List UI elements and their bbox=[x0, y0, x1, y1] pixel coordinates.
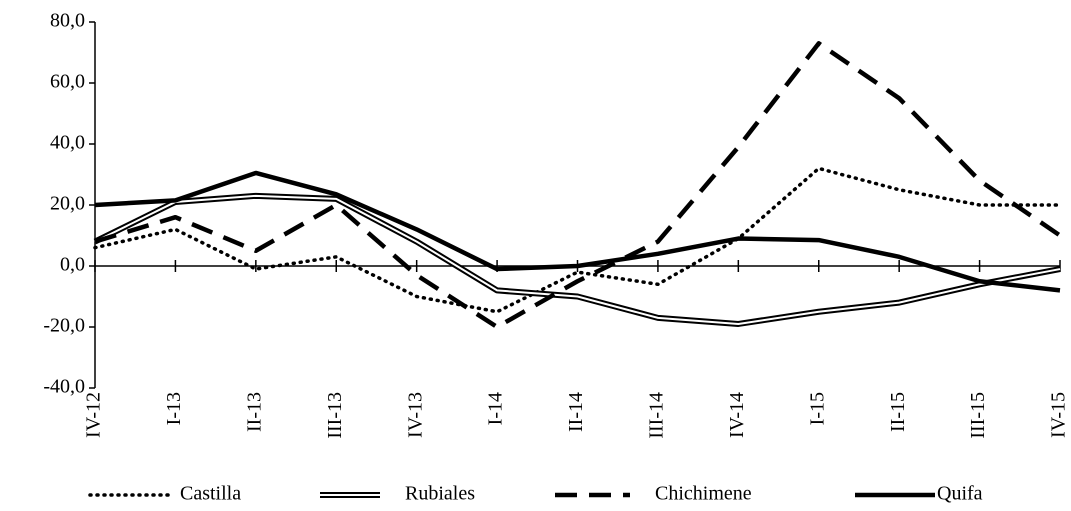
y-tick-label: -20,0 bbox=[43, 315, 85, 337]
x-tick-label: III-13 bbox=[324, 392, 346, 439]
x-tick-label: IV-12 bbox=[83, 392, 105, 438]
series-line-inner bbox=[94, 194, 1061, 325]
y-tick-label: -40,0 bbox=[43, 376, 85, 398]
x-tick-label: IV-15 bbox=[1048, 392, 1070, 438]
x-tick-label: I-15 bbox=[806, 392, 828, 425]
x-tick-label: II-13 bbox=[243, 392, 265, 432]
x-tick-label: I-13 bbox=[163, 392, 185, 425]
y-tick-label: 80,0 bbox=[50, 10, 85, 32]
x-tick-label: III-14 bbox=[646, 392, 668, 439]
series-line bbox=[93, 166, 1062, 314]
legend-label: Chichimene bbox=[655, 483, 752, 505]
x-tick-label: II-14 bbox=[565, 392, 587, 432]
y-tick-label: 20,0 bbox=[50, 193, 85, 215]
x-tick-label: IV-14 bbox=[726, 392, 748, 438]
series-line bbox=[94, 41, 1062, 330]
legend-label: Castilla bbox=[180, 483, 241, 505]
x-tick-label: I-14 bbox=[485, 392, 507, 425]
y-tick-label: 0,0 bbox=[60, 254, 85, 276]
x-tick-label: III-15 bbox=[967, 392, 989, 439]
y-tick-label: 60,0 bbox=[50, 71, 85, 93]
x-tick-label: II-15 bbox=[887, 392, 909, 432]
x-tick-label: IV-13 bbox=[404, 392, 426, 438]
y-tick-label: 40,0 bbox=[50, 132, 85, 154]
legend-label: Rubiales bbox=[405, 483, 475, 505]
series-line bbox=[94, 170, 1061, 293]
legend-label: Quifa bbox=[937, 483, 983, 505]
